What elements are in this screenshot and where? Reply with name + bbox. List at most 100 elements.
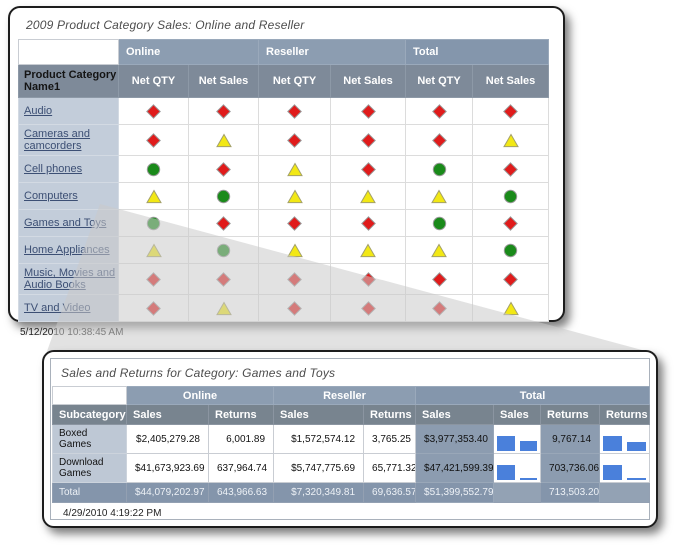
table-row: Music, Movies and Audio Books <box>18 263 550 295</box>
red-diamond-icon <box>431 271 447 287</box>
indicator-cell <box>258 124 332 156</box>
corner-cell <box>52 386 127 405</box>
indicator-cell <box>118 124 189 156</box>
indicator-cell <box>330 97 407 125</box>
table-row: Audio <box>18 97 550 125</box>
indicator-cell <box>187 294 260 322</box>
indicator-cell <box>330 155 407 183</box>
table-row: Home Appliances <box>18 236 550 264</box>
category-link[interactable]: Cameras and camcorders <box>24 128 91 152</box>
indicator-cell <box>258 155 332 183</box>
category-link[interactable]: Computers <box>24 190 78 202</box>
bar <box>627 442 647 451</box>
indicator-cell <box>118 294 189 322</box>
online-sales-cell: $2,405,279.28 <box>126 424 209 454</box>
red-diamond-icon <box>216 103 231 119</box>
green-circle-icon <box>146 162 161 176</box>
category-link[interactable]: Home Appliances <box>24 244 110 256</box>
group-header-reseller: Reseller <box>258 39 407 65</box>
indicator-cell <box>118 97 189 125</box>
returns-chart <box>601 458 649 482</box>
indicator-cell <box>405 236 474 264</box>
category-link[interactable]: Cell phones <box>24 163 83 175</box>
indicator-cell <box>187 155 260 183</box>
col-header-net-qty: Net QTY <box>258 64 332 98</box>
category-cell: Audio <box>18 97 119 125</box>
category-cell: Games and Toys <box>18 209 119 237</box>
indicator-cell <box>472 294 550 322</box>
yellow-triangle-icon <box>215 301 232 315</box>
red-diamond-icon <box>360 300 376 316</box>
indicator-cell <box>330 182 407 210</box>
report-title: 2009 Product Category Sales: Online and … <box>26 18 305 32</box>
total-sales-cell: $3,977,353.40 <box>415 424 495 454</box>
indicator-cell <box>330 263 407 295</box>
table-row: Computers <box>18 182 550 210</box>
reseller-sales-cell: $5,747,775.69 <box>273 453 365 483</box>
indicator-cell <box>330 294 407 322</box>
category-link[interactable]: Games and Toys <box>24 217 107 229</box>
red-diamond-icon <box>216 271 231 287</box>
indicator-cell <box>472 155 550 183</box>
indicator-cell <box>472 236 550 264</box>
indicator-cell <box>258 263 332 295</box>
col-header-net-sales: Net Sales <box>187 64 260 98</box>
report-timestamp: 4/29/2010 4:19:22 PM <box>63 508 162 519</box>
indicator-cell <box>405 124 474 156</box>
group-header-row: Online Reseller Total <box>18 39 550 65</box>
red-diamond-icon <box>431 300 447 316</box>
indicator-cell <box>258 294 332 322</box>
category-link[interactable]: TV and Video <box>24 302 91 314</box>
category-cell: Cameras and camcorders <box>18 124 119 156</box>
table-row: Games and Toys <box>18 209 550 237</box>
reseller-returns-cell: 69,636.57 <box>363 482 417 503</box>
red-diamond-icon <box>431 132 447 148</box>
row-header: Product Category Name1 <box>18 64 119 98</box>
indicator-cell <box>405 209 474 237</box>
indicator-cell <box>472 182 550 210</box>
red-diamond-icon <box>360 271 376 287</box>
yellow-triangle-icon <box>145 243 162 257</box>
red-diamond-icon <box>503 271 518 287</box>
col-header-returns-chart: Returns <box>599 404 651 425</box>
report-timestamp: 5/12/2010 10:38:45 AM <box>20 327 124 338</box>
col-header-net-sales: Net Sales <box>330 64 407 98</box>
red-diamond-icon <box>287 103 302 119</box>
red-diamond-icon <box>360 103 376 119</box>
indicator-cell <box>405 155 474 183</box>
red-diamond-icon <box>503 161 518 177</box>
sales-returns-report-panel: Sales and Returns for Category: Games an… <box>42 350 658 528</box>
indicator-cell <box>472 263 550 295</box>
group-header-row: Online Reseller Total <box>52 386 651 405</box>
indicator-cell <box>405 263 474 295</box>
red-diamond-icon <box>360 132 376 148</box>
sales-chart <box>495 458 540 482</box>
corner-cell <box>18 39 119 65</box>
yellow-triangle-icon <box>431 243 447 257</box>
yellow-triangle-icon <box>286 243 303 257</box>
indicator-cell <box>330 209 407 237</box>
red-diamond-icon <box>216 161 231 177</box>
category-cell: Music, Movies and Audio Books <box>18 263 119 295</box>
returns-chart <box>601 429 649 453</box>
category-link[interactable]: Music, Movies and Audio Books <box>24 267 116 291</box>
reseller-sales-cell: $7,320,349.81 <box>273 482 365 503</box>
col-header-sales: Sales <box>273 404 365 425</box>
category-link[interactable]: Audio <box>24 105 53 117</box>
green-circle-icon <box>503 243 518 257</box>
red-diamond-icon <box>287 300 302 316</box>
category-cell: TV and Video <box>18 294 119 322</box>
indicator-cell <box>118 182 189 210</box>
indicator-cell <box>187 236 260 264</box>
yellow-triangle-icon <box>431 189 447 203</box>
yellow-triangle-icon <box>360 243 376 257</box>
red-diamond-icon <box>146 271 161 287</box>
row-header: Subcategory <box>52 404 127 425</box>
col-header-sales-chart: Sales <box>493 404 542 425</box>
report-title: Sales and Returns for Category: Games an… <box>61 366 336 380</box>
subcategory-label: Total <box>52 482 127 503</box>
bar <box>627 478 647 480</box>
sales-chart <box>495 429 540 453</box>
indicator-cell <box>258 182 332 210</box>
category-sales-report-panel: 2009 Product Category Sales: Online and … <box>8 6 565 338</box>
